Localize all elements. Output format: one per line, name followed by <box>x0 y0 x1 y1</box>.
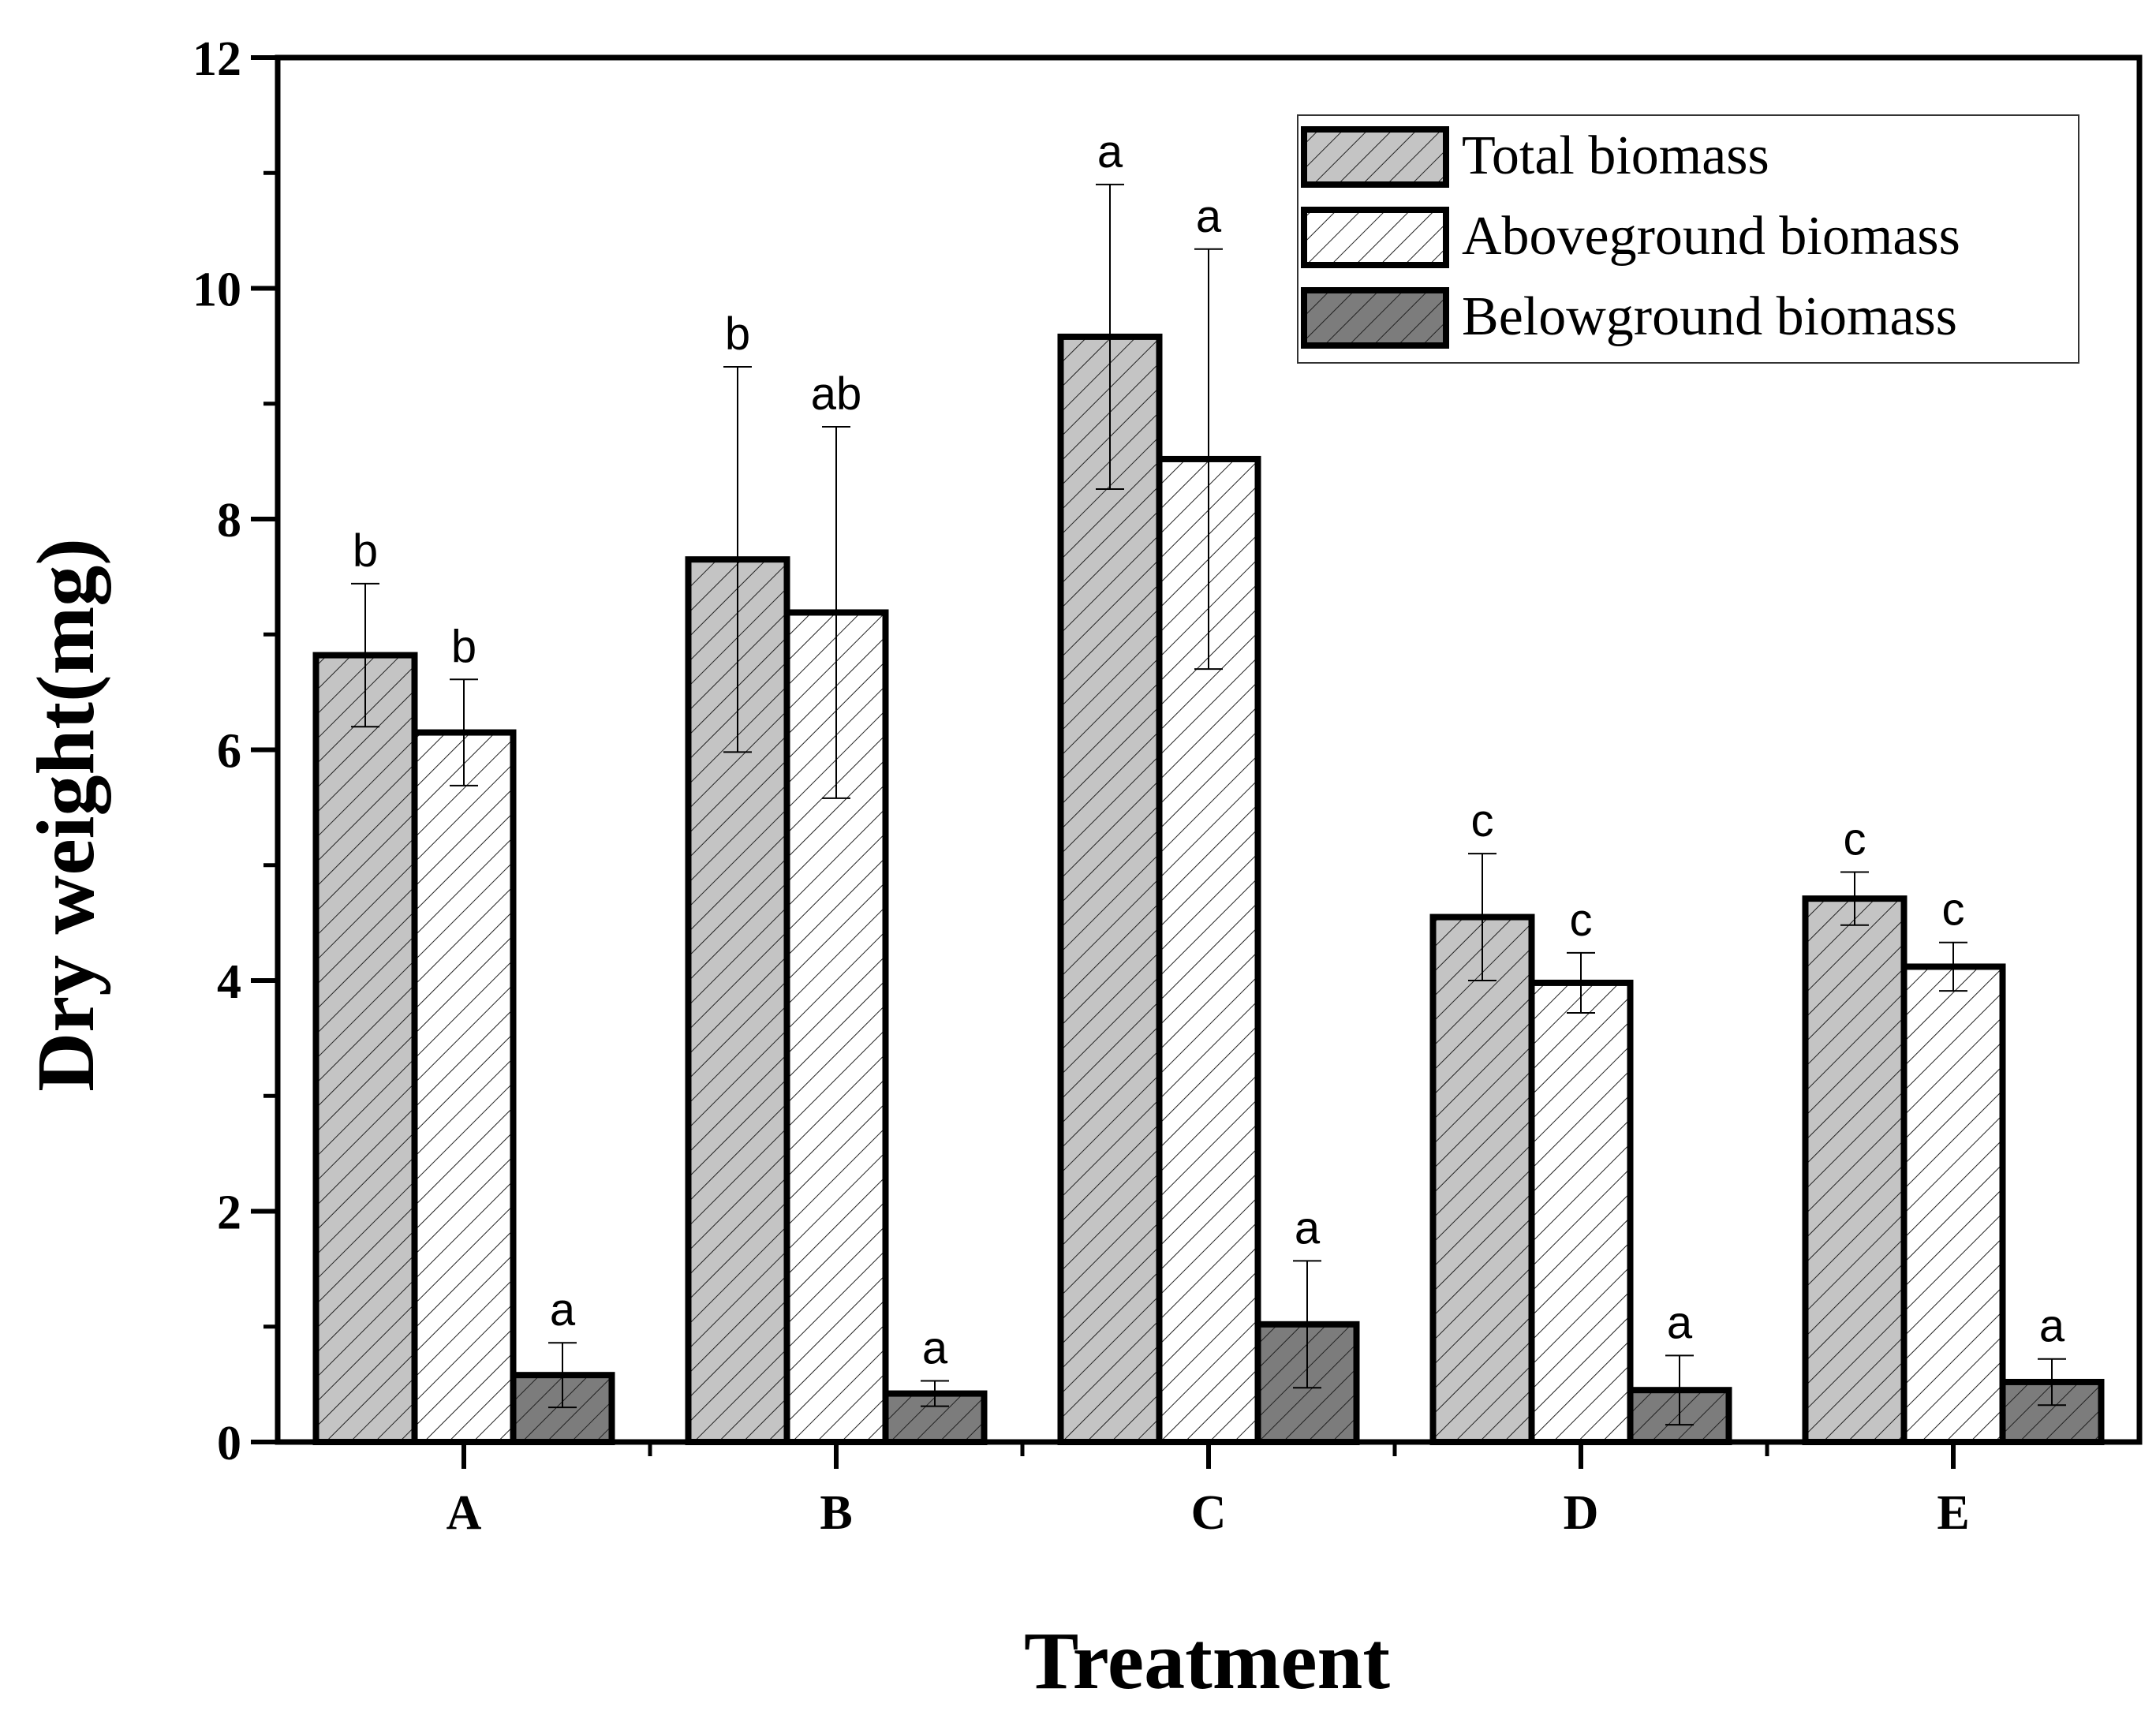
bar-hatch <box>1433 917 1532 1442</box>
significance-letter: a <box>1097 126 1123 177</box>
significance-letter: b <box>725 308 750 360</box>
bar-group-D-1: c <box>1528 895 1634 1446</box>
y-tick-label: 4 <box>217 955 241 1009</box>
bar-group-E-1: c <box>1900 884 2006 1445</box>
legend: Total biomass Aboveground biomass Belowgro… <box>1297 114 2079 364</box>
x-tick-label: D <box>1564 1486 1599 1540</box>
y-tick-label: 8 <box>217 494 241 547</box>
bar-group-D-0: c <box>1429 795 1535 1445</box>
significance-letter: b <box>451 621 476 672</box>
x-tick-label: A <box>447 1486 482 1540</box>
x-tick-label: B <box>820 1486 852 1540</box>
significance-letter: c <box>1942 884 1965 936</box>
bar-hatch <box>1904 966 2003 1442</box>
x-axis-title: Treatment <box>1024 1616 1390 1706</box>
legend-swatch-outline <box>1301 287 1449 349</box>
legend-swatch-outline <box>1301 207 1449 268</box>
significance-letter: c <box>1471 795 1494 846</box>
legend-label: Belowground biomass <box>1462 286 1957 347</box>
significance-letter: a <box>550 1284 576 1336</box>
bar-hatch <box>316 655 415 1442</box>
legend-label: Aboveground biomass <box>1462 206 1960 267</box>
significance-letter: a <box>1667 1297 1693 1348</box>
significance-letter: c <box>1844 814 1866 865</box>
bar-group-A-0: b <box>312 525 418 1445</box>
legend-swatch-hatch <box>1304 129 1446 185</box>
bar-hatch <box>1805 898 1904 1442</box>
bar-group-B-1: ab <box>783 368 889 1445</box>
bar-group-D-2: a <box>1627 1297 1732 1445</box>
bar-hatch <box>1060 336 1160 1442</box>
legend-label: Total biomass <box>1462 125 1769 186</box>
legend-item-1: Aboveground biomass <box>1301 206 1960 268</box>
y-tick-label: 10 <box>192 263 241 317</box>
significance-letter: a <box>2039 1301 2065 1352</box>
legend-swatch-hatch <box>1304 290 1446 346</box>
axes-layer: 0 2 4 6 8 10 12 A B C D E <box>192 32 2143 1540</box>
bar-group-E-0: c <box>1802 814 1908 1445</box>
legend-swatch-hatch <box>1304 210 1446 265</box>
legend-item-0: Total biomass <box>1301 125 1769 188</box>
significance-letter: c <box>1570 895 1593 946</box>
bar-hatch <box>414 732 514 1442</box>
bar-group-C-2: a <box>1254 1202 1360 1445</box>
bar-group-E-2: a <box>1999 1301 2105 1445</box>
significance-letter: a <box>1295 1202 1321 1253</box>
significance-letter: ab <box>811 368 862 420</box>
x-tick-label: E <box>1937 1486 1969 1540</box>
bar-hatch <box>1531 982 1631 1442</box>
y-tick-label: 2 <box>217 1186 241 1240</box>
bar-group-A-1: b <box>411 621 517 1445</box>
y-tick-label: 0 <box>217 1417 241 1470</box>
bar-group-B-0: b <box>685 308 790 1445</box>
bar-group-C-0: a <box>1057 126 1163 1445</box>
significance-letter: a <box>922 1322 948 1373</box>
y-tick-label: 6 <box>217 725 241 779</box>
significance-letter: b <box>353 525 378 577</box>
legend-item-2: Belowground biomass <box>1301 286 1957 349</box>
legend-swatch-outline <box>1301 126 1449 188</box>
bar-group-C-1: a <box>1156 191 1261 1446</box>
y-tick-label: 12 <box>192 32 241 86</box>
significance-letter: a <box>1196 191 1222 242</box>
y-axis-title: Dry weight(mg) <box>21 538 111 1092</box>
bar-group-B-2: a <box>882 1322 988 1445</box>
x-tick-label: C <box>1191 1486 1227 1540</box>
bar-group-A-2: a <box>510 1284 615 1446</box>
